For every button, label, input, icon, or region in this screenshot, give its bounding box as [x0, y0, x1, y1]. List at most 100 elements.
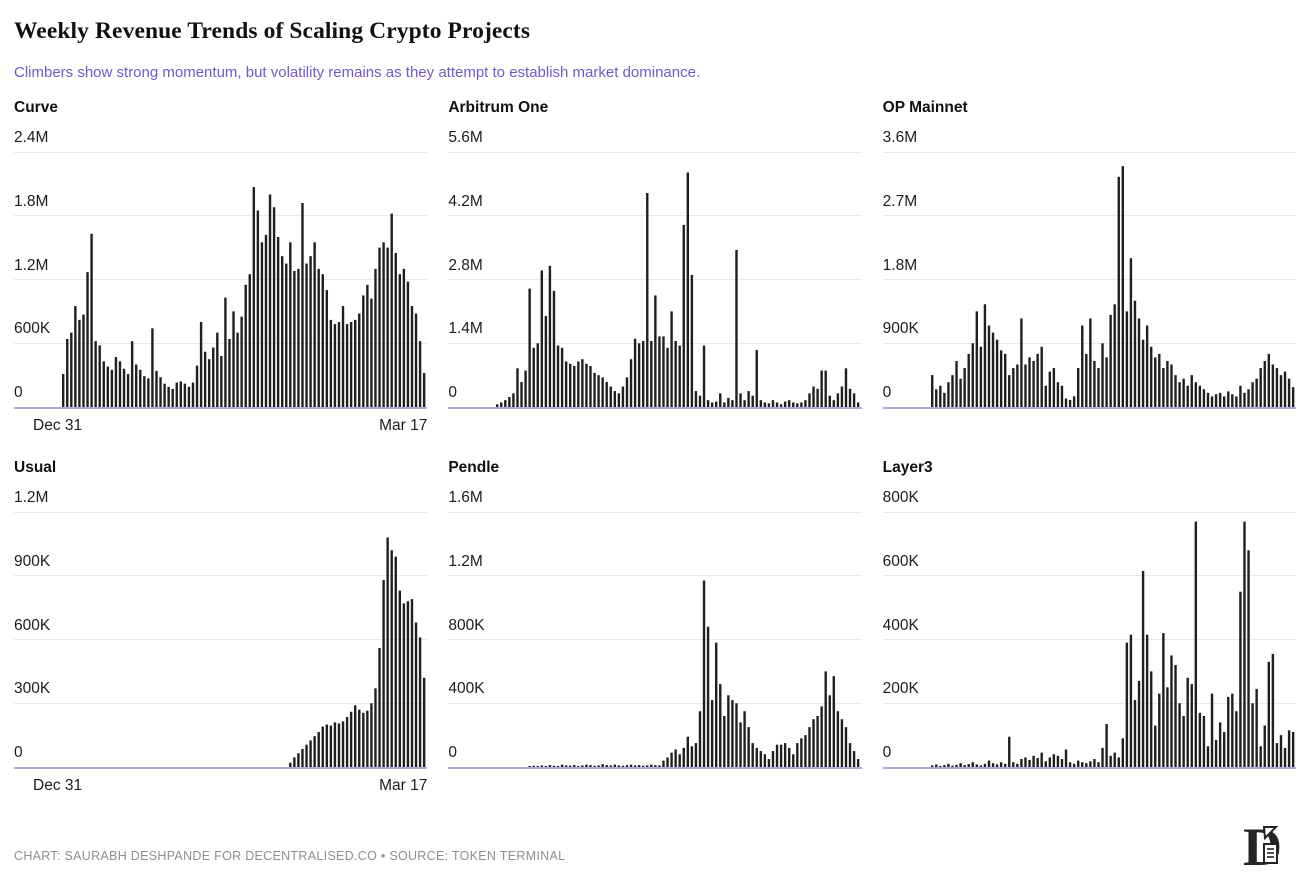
bar [759, 751, 763, 767]
bar [975, 311, 978, 407]
bar [414, 622, 418, 767]
x-axis-labels: Dec 31 Mar 17 [14, 417, 427, 435]
bar [804, 400, 807, 407]
bar [130, 341, 134, 407]
bar [1133, 700, 1136, 767]
x-axis-baseline [448, 407, 862, 409]
bar [325, 290, 329, 407]
bar [293, 271, 296, 407]
bar [1052, 368, 1055, 407]
bar [74, 306, 77, 407]
bar [305, 744, 308, 767]
bar [118, 361, 122, 407]
bar [362, 295, 365, 407]
bar [1125, 311, 1128, 407]
bar [382, 242, 385, 407]
x-label-end: Mar 17 [379, 417, 428, 434]
bar [1032, 755, 1035, 767]
y-tick-label: 1.8M [882, 256, 918, 274]
bar [841, 386, 844, 407]
y-gridline [14, 575, 428, 577]
bar [532, 347, 536, 407]
bar [1060, 759, 1063, 767]
y-gridline [448, 511, 862, 513]
y-gridline [882, 639, 1296, 640]
bar [374, 688, 377, 767]
bar [422, 677, 426, 767]
bar [1214, 394, 1217, 407]
bar [1096, 762, 1100, 767]
bar [788, 400, 791, 407]
bar [301, 748, 304, 767]
bar [642, 340, 645, 407]
y-gridline [882, 575, 1296, 577]
bar [500, 402, 503, 407]
bar [536, 343, 540, 407]
bar [1044, 761, 1047, 767]
bar [1133, 300, 1136, 407]
bar [1096, 368, 1100, 407]
bar [727, 695, 730, 767]
y-gridline [14, 511, 428, 513]
y-tick-label: 300K [14, 680, 51, 698]
bar [252, 187, 256, 407]
bar [329, 319, 333, 407]
bar [1275, 743, 1278, 767]
bar [557, 345, 560, 407]
bar [1084, 763, 1088, 767]
bar [561, 347, 564, 407]
chart-curve: Curve 2.4M 1.8M 1.2M 600K 0 Dec 31 Mar 17 [14, 98, 428, 435]
y-gridline [14, 279, 428, 280]
bar [686, 172, 690, 407]
bar [963, 765, 966, 767]
bar [1198, 385, 1201, 407]
bar [934, 389, 938, 407]
bar [845, 727, 848, 767]
bar [824, 671, 828, 767]
bar [573, 765, 576, 767]
bar [1161, 633, 1165, 767]
y-tick-label: 1.4M [448, 320, 483, 338]
bar [1157, 693, 1161, 767]
bar [1226, 391, 1230, 407]
bar [820, 706, 824, 767]
bar [1011, 762, 1015, 767]
bar [135, 364, 138, 407]
bar [394, 556, 397, 767]
bar [638, 765, 641, 767]
bar [208, 359, 211, 407]
bar [540, 765, 544, 767]
bar [1230, 394, 1234, 407]
bar [1064, 749, 1067, 767]
bar [792, 754, 795, 767]
bar [959, 763, 962, 767]
bar [1287, 730, 1290, 767]
bar [995, 764, 998, 767]
bar [1267, 661, 1270, 767]
y-tick-label: 2.8M [448, 256, 483, 274]
bar [212, 347, 215, 407]
bars-canvas [528, 580, 860, 767]
bar [422, 373, 426, 407]
bar [650, 340, 653, 407]
bar [1271, 653, 1274, 767]
bar [593, 765, 597, 767]
bar [751, 395, 755, 407]
bar [1145, 634, 1148, 767]
bar [264, 234, 268, 407]
bar [1222, 396, 1226, 407]
bar [967, 353, 970, 407]
bar [581, 765, 584, 767]
bar [1145, 325, 1148, 407]
bar [1056, 382, 1059, 407]
chart-pendle: Pendle 1.6M 1.2M 800K 400K 0 [448, 458, 862, 794]
bar [349, 322, 353, 407]
bar [1251, 703, 1254, 767]
bar [341, 306, 345, 407]
bar [122, 368, 126, 407]
bar [524, 370, 528, 407]
bar [1214, 739, 1217, 767]
bar [617, 393, 621, 407]
y-gridline [14, 151, 428, 153]
bar [1178, 382, 1181, 407]
